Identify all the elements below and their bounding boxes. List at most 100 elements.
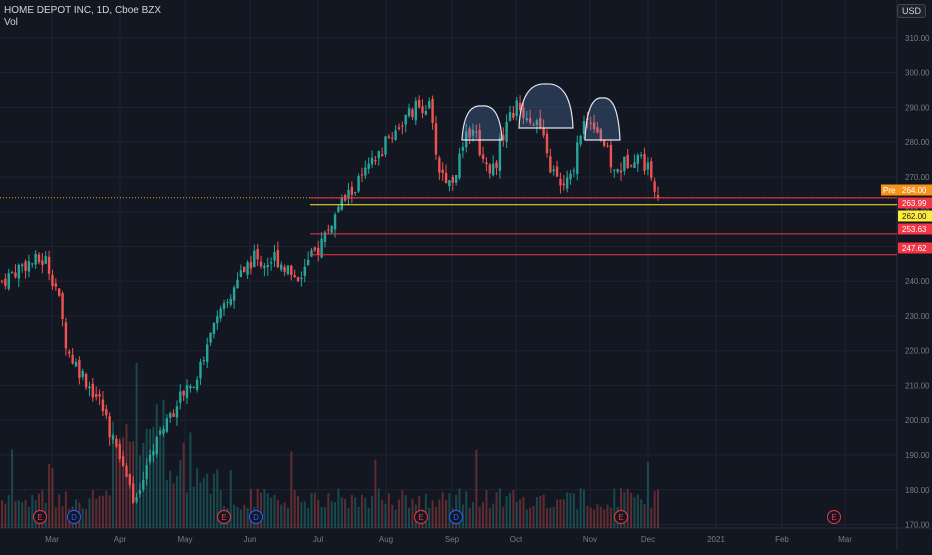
candle-body bbox=[118, 443, 121, 459]
candle-body bbox=[253, 250, 256, 268]
event-marker bbox=[449, 510, 463, 524]
volume-bar bbox=[596, 504, 599, 528]
candle-body bbox=[633, 162, 636, 169]
candle-body bbox=[370, 157, 374, 165]
volume-bar bbox=[327, 493, 330, 528]
volume-bar bbox=[115, 441, 118, 528]
candle-body bbox=[340, 198, 343, 210]
candle-body bbox=[88, 386, 91, 389]
volume-bar bbox=[646, 462, 649, 528]
candle-body bbox=[14, 272, 17, 278]
candle-body bbox=[172, 413, 175, 417]
candle-body bbox=[68, 351, 71, 354]
candle-body bbox=[391, 137, 394, 139]
candle-body bbox=[421, 106, 424, 113]
candle-body bbox=[623, 156, 626, 172]
candle-body bbox=[515, 100, 518, 116]
volume-bar bbox=[606, 504, 609, 528]
candle-body bbox=[552, 169, 555, 172]
volume-bar bbox=[619, 488, 622, 528]
candle-body bbox=[602, 140, 606, 146]
volume-bar bbox=[61, 506, 64, 528]
candle-body bbox=[138, 490, 142, 495]
volume-bar bbox=[401, 489, 404, 528]
candle-body bbox=[461, 146, 465, 151]
volume-bar bbox=[206, 473, 209, 528]
volume-bar bbox=[589, 507, 592, 528]
candle-body bbox=[243, 266, 246, 273]
pattern-shoulder bbox=[461, 105, 503, 141]
candle-body bbox=[135, 497, 138, 502]
candle-body bbox=[81, 371, 84, 378]
volume-bar bbox=[249, 489, 252, 528]
y-tick-label: 290.00 bbox=[905, 103, 930, 112]
price-label-box bbox=[898, 197, 932, 209]
event-marker-label: E bbox=[418, 513, 423, 522]
volume-bar bbox=[152, 426, 155, 528]
volume-bar bbox=[525, 509, 528, 528]
volume-bar bbox=[387, 493, 390, 528]
x-tick-label: May bbox=[177, 535, 192, 544]
candle-body bbox=[354, 192, 357, 194]
candle-body bbox=[229, 298, 232, 305]
y-tick-label: 300.00 bbox=[905, 69, 930, 78]
volume-bar bbox=[609, 507, 612, 528]
candle-body bbox=[539, 118, 542, 128]
candle-body bbox=[559, 178, 562, 186]
candle-body bbox=[639, 155, 643, 157]
candle-body bbox=[4, 278, 7, 286]
candle-body bbox=[636, 154, 640, 164]
candle-body bbox=[206, 344, 209, 362]
event-marker-label: D bbox=[71, 513, 77, 522]
volume-bar bbox=[347, 507, 350, 528]
candle-body bbox=[582, 121, 586, 135]
candle-body bbox=[454, 174, 458, 183]
volume-bar bbox=[11, 449, 14, 528]
event-marker bbox=[614, 510, 628, 524]
volume-bar bbox=[344, 498, 347, 528]
volume-bar bbox=[283, 502, 286, 528]
price-label: 247.62 bbox=[902, 244, 927, 253]
candle-body bbox=[249, 261, 253, 269]
volume-bar bbox=[657, 489, 659, 528]
volume-bar bbox=[31, 495, 34, 528]
volume-bar bbox=[186, 492, 189, 528]
candle-body bbox=[259, 261, 263, 267]
volume-bar bbox=[354, 497, 357, 528]
candle-body bbox=[518, 102, 522, 111]
candle-body bbox=[364, 167, 367, 176]
currency-button[interactable]: USD bbox=[896, 4, 926, 18]
candle-body bbox=[148, 454, 152, 462]
candle-body bbox=[374, 160, 377, 162]
x-tick-label: Feb bbox=[775, 535, 789, 544]
volume-bar bbox=[196, 468, 199, 528]
candle-body bbox=[310, 250, 313, 257]
candle-body bbox=[377, 150, 380, 159]
candle-body bbox=[502, 135, 505, 141]
volume-bar bbox=[165, 480, 168, 528]
event-marker bbox=[67, 510, 81, 524]
candle-body bbox=[549, 156, 552, 173]
candle-body bbox=[481, 154, 485, 159]
volume-bar bbox=[468, 507, 471, 528]
x-tick-label: Aug bbox=[379, 535, 393, 544]
y-tick-label: 240.00 bbox=[905, 277, 930, 286]
volume-bar bbox=[384, 503, 387, 528]
candle-body bbox=[64, 322, 68, 349]
volume-bar bbox=[233, 504, 236, 528]
volume-bar bbox=[512, 490, 515, 528]
candle-body bbox=[219, 308, 222, 319]
candle-body bbox=[306, 259, 310, 266]
volume-bar bbox=[85, 509, 88, 528]
pattern-head bbox=[518, 83, 574, 129]
volume-bar bbox=[515, 501, 518, 528]
volume-bar bbox=[101, 495, 104, 528]
volume-bar bbox=[424, 493, 427, 528]
candle-body bbox=[384, 136, 387, 155]
volume-bar bbox=[505, 496, 508, 528]
volume-bar bbox=[593, 509, 596, 528]
volume-bar bbox=[603, 509, 606, 528]
candle-body bbox=[330, 225, 333, 233]
